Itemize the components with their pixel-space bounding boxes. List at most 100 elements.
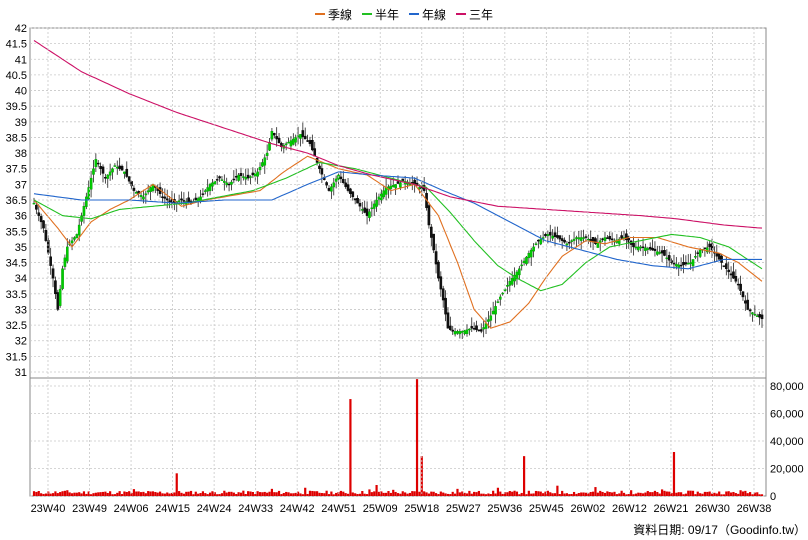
legend-item-threeyear: 三年 xyxy=(456,6,493,22)
volume-bar xyxy=(620,490,623,496)
candle-body xyxy=(206,187,209,192)
volume-bar xyxy=(611,492,614,496)
volume-bar xyxy=(277,490,281,496)
legend-swatch xyxy=(314,13,325,15)
candle-body xyxy=(494,306,497,315)
candle-body xyxy=(46,239,50,254)
price-tick-label: 42 xyxy=(15,23,27,35)
volume-bar xyxy=(508,490,511,496)
volume-bar xyxy=(618,493,621,496)
candle-body xyxy=(382,190,386,198)
ma-line xyxy=(33,40,763,229)
candle-body xyxy=(641,246,645,249)
volume-bar xyxy=(663,490,666,496)
volume-bar xyxy=(572,491,576,496)
candle-body xyxy=(705,247,709,253)
price-tick-label: 40 xyxy=(15,86,27,98)
volume-bar xyxy=(268,491,271,496)
volume-bar xyxy=(553,493,557,496)
candle-body xyxy=(636,246,640,251)
candle-body xyxy=(265,152,269,156)
volume-bar xyxy=(651,492,654,496)
volume-bar xyxy=(66,490,69,496)
candle-body xyxy=(361,209,364,211)
candle-body xyxy=(142,196,145,200)
candle-body xyxy=(556,235,559,238)
volume-bar xyxy=(142,491,145,496)
volume-bar xyxy=(682,494,685,496)
candle-body xyxy=(567,241,571,244)
candle-body xyxy=(439,276,443,290)
candle-body xyxy=(644,247,647,251)
candle-body xyxy=(537,239,540,242)
volume-bar xyxy=(42,493,45,496)
volume-bar xyxy=(427,493,431,496)
x-tick-label: 26W21 xyxy=(654,503,689,515)
volume-bar xyxy=(589,491,592,496)
volume-bar xyxy=(653,490,657,496)
volume-bar xyxy=(94,492,97,496)
volume-bar xyxy=(73,492,76,496)
candle-body xyxy=(66,246,69,262)
volume-bar xyxy=(741,491,745,496)
volume-bar xyxy=(237,492,240,496)
candle-body xyxy=(115,166,119,169)
candle-body xyxy=(163,196,167,199)
candle-body xyxy=(656,251,659,255)
volume-bar xyxy=(625,494,628,496)
candle-body xyxy=(244,177,248,180)
candle-body xyxy=(717,253,721,260)
volume-bar xyxy=(354,493,357,496)
candle-body xyxy=(551,235,554,239)
volume-bar xyxy=(104,491,107,496)
candle-body xyxy=(353,198,357,201)
volume-bar xyxy=(744,490,747,496)
candle-body xyxy=(165,198,169,201)
volume-bar xyxy=(254,494,257,496)
candle-body xyxy=(146,190,150,193)
candle-body xyxy=(617,238,621,244)
volume-bar xyxy=(641,493,645,496)
volume-bar xyxy=(258,492,262,496)
candle-body xyxy=(299,134,302,139)
candle-body xyxy=(603,237,607,241)
volume-tick-label: 0 xyxy=(770,491,776,503)
candle-body xyxy=(287,141,290,144)
candle-body xyxy=(127,176,131,182)
volume-bar xyxy=(70,493,74,496)
volume-bar xyxy=(646,491,649,496)
volume-bar xyxy=(432,491,435,496)
candle-body xyxy=(177,200,181,202)
volume-bar xyxy=(539,491,542,496)
volume-bar xyxy=(599,490,602,496)
volume-bar xyxy=(591,491,595,496)
x-tick-label: 25W45 xyxy=(529,503,564,515)
candle-body xyxy=(570,240,573,242)
volume-bar xyxy=(668,491,671,496)
price-tick-label: 36.5 xyxy=(6,195,27,207)
volume-bar xyxy=(534,490,538,496)
candle-body xyxy=(201,193,205,195)
candle-body xyxy=(727,269,730,273)
volume-bar xyxy=(275,492,278,496)
volume-bar xyxy=(551,493,554,496)
volume-bar xyxy=(247,491,250,496)
candle-body xyxy=(215,179,219,181)
volume-bar xyxy=(675,492,678,496)
candle-body xyxy=(470,326,474,329)
volume-bar xyxy=(149,491,152,496)
volume-bar xyxy=(484,494,488,496)
volume-bar xyxy=(320,493,323,496)
candle-body xyxy=(125,169,129,177)
legend-item-year: 年線 xyxy=(409,6,446,22)
candle-body xyxy=(194,197,198,201)
candle-body xyxy=(42,220,45,229)
volume-bar xyxy=(225,492,228,496)
candle-body xyxy=(292,138,295,145)
volume-bar xyxy=(689,490,692,496)
volume-bar xyxy=(582,492,585,496)
volume-bar xyxy=(244,493,247,496)
volume-bar xyxy=(218,494,221,496)
candle-body xyxy=(598,240,602,243)
candle-body xyxy=(108,171,112,176)
